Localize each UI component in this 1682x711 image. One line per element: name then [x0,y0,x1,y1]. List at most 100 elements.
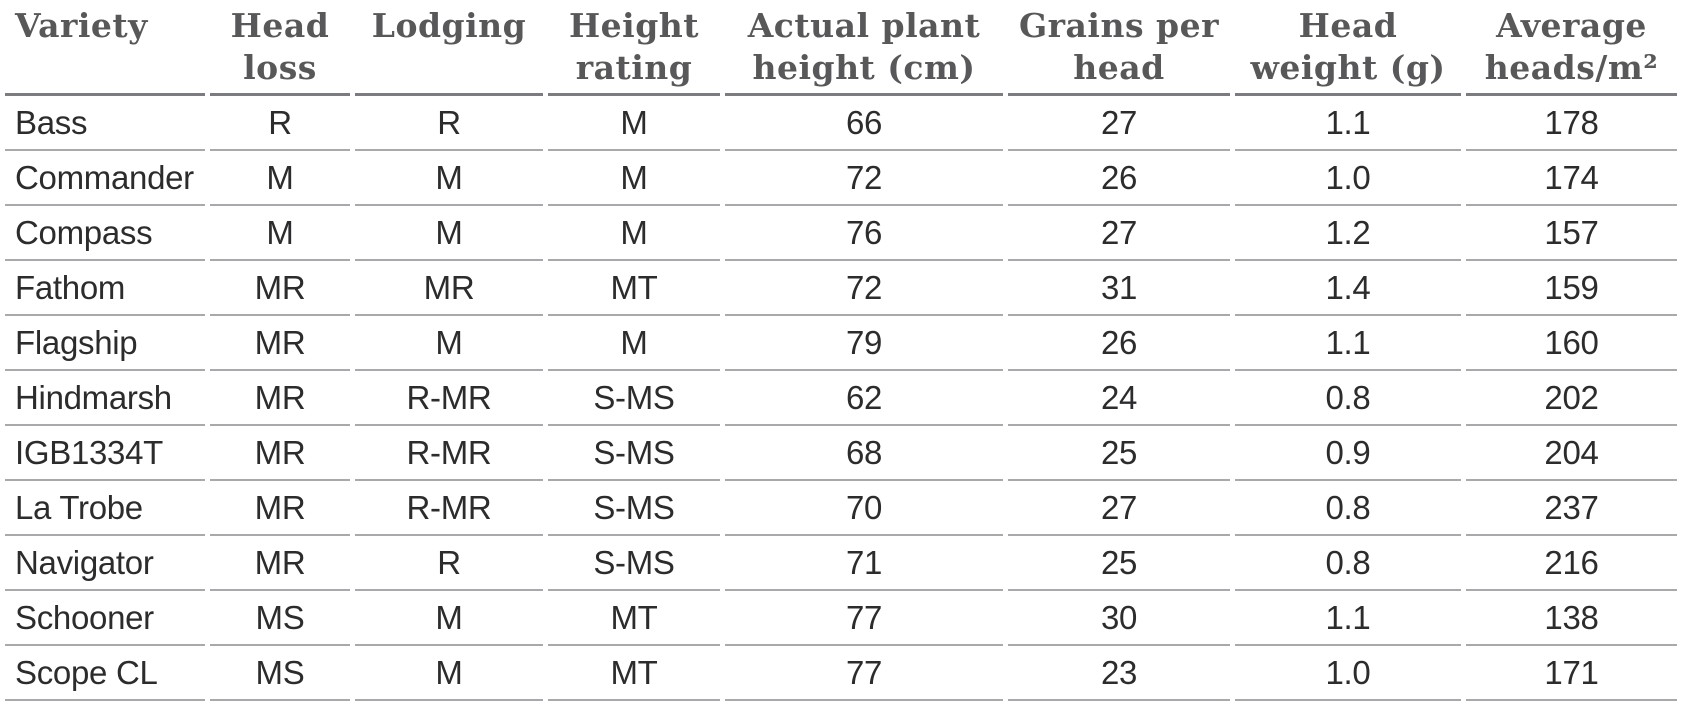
table-row: Scope CL MS M MT 77 23 1.0 171 [5,646,1677,701]
cell-actual-plant-height-cm: 72 [725,151,1003,206]
cell-grains-per-head: 27 [1008,96,1230,151]
cell-head-weight-g: 1.1 [1235,96,1461,151]
cell-average-heads-m2: 138 [1466,591,1677,646]
cell-grains-per-head: 30 [1008,591,1230,646]
cell-height-rating: MT [548,261,720,316]
cell-variety: Schooner [5,591,205,646]
table-row: Commander M M M 72 26 1.0 174 [5,151,1677,206]
cell-variety: Flagship [5,316,205,371]
cell-height-rating: S-MS [548,481,720,536]
cell-variety: Compass [5,206,205,261]
table-row: IGB1334T MR R-MR S-MS 68 25 0.9 204 [5,426,1677,481]
cell-height-rating: M [548,206,720,261]
cell-variety: La Trobe [5,481,205,536]
column-header-variety-line1: Variety [15,6,148,45]
cell-grains-per-head: 27 [1008,206,1230,261]
cell-lodging: R [355,536,543,591]
cell-head-loss: M [210,151,350,206]
cell-actual-plant-height-cm: 70 [725,481,1003,536]
column-header-head-loss-line2: loss [243,48,317,87]
cell-average-heads-m2: 157 [1466,206,1677,261]
cell-lodging: M [355,151,543,206]
cell-head-weight-g: 1.0 [1235,646,1461,701]
cell-head-weight-g: 1.1 [1235,316,1461,371]
column-header-actual-plant-height-cm: Actual plant height (cm) [725,0,1003,96]
cell-head-loss: MR [210,371,350,426]
cell-height-rating: M [548,316,720,371]
cell-variety: Navigator [5,536,205,591]
cell-head-loss: MS [210,646,350,701]
cell-head-weight-g: 0.9 [1235,426,1461,481]
table-body: Bass R R M 66 27 1.1 178 Commander M M M 72 26 1.0 174 C… [5,96,1677,701]
cell-variety: Bass [5,96,205,151]
cell-head-loss: MS [210,591,350,646]
cell-lodging: R-MR [355,426,543,481]
table-row: Compass M M M 76 27 1.2 157 [5,206,1677,261]
cell-average-heads-m2: 160 [1466,316,1677,371]
cell-height-rating: M [548,151,720,206]
column-header-head-weight-g-line2: weight (g) [1250,48,1446,87]
column-header-average-heads-m2-line2: heads/m² [1484,48,1659,87]
column-header-height-rating-line1: Height [568,6,700,45]
cell-height-rating: S-MS [548,371,720,426]
cell-head-loss: MR [210,536,350,591]
cell-variety: Commander [5,151,205,206]
column-header-grains-per-head-line2: head [1073,48,1165,87]
cell-grains-per-head: 26 [1008,316,1230,371]
cell-variety: Hindmarsh [5,371,205,426]
cell-actual-plant-height-cm: 62 [725,371,1003,426]
cell-head-weight-g: 0.8 [1235,536,1461,591]
cell-head-loss: M [210,206,350,261]
cell-lodging: R-MR [355,481,543,536]
cell-grains-per-head: 24 [1008,371,1230,426]
cell-head-loss: MR [210,316,350,371]
table-row: Schooner MS M MT 77 30 1.1 138 [5,591,1677,646]
column-header-actual-plant-height-cm-line2: height (cm) [752,48,976,87]
cell-height-rating: S-MS [548,426,720,481]
cell-actual-plant-height-cm: 79 [725,316,1003,371]
column-header-lodging: Lodging [355,0,543,96]
cell-average-heads-m2: 216 [1466,536,1677,591]
cell-head-weight-g: 1.0 [1235,151,1461,206]
column-header-grains-per-head-line1: Grains per [1018,6,1219,45]
cell-lodging: M [355,206,543,261]
cell-head-loss: MR [210,261,350,316]
cell-head-weight-g: 0.8 [1235,371,1461,426]
column-header-head-weight-g: Head weight (g) [1235,0,1461,96]
column-header-actual-plant-height-cm-line1: Actual plant [747,6,981,45]
cell-variety: Scope CL [5,646,205,701]
cell-average-heads-m2: 171 [1466,646,1677,701]
cell-head-loss: MR [210,426,350,481]
cell-height-rating: MT [548,646,720,701]
cell-head-weight-g: 1.2 [1235,206,1461,261]
cell-head-weight-g: 1.4 [1235,261,1461,316]
cell-actual-plant-height-cm: 68 [725,426,1003,481]
cell-grains-per-head: 25 [1008,536,1230,591]
cell-actual-plant-height-cm: 77 [725,591,1003,646]
cell-grains-per-head: 31 [1008,261,1230,316]
cell-head-weight-g: 1.1 [1235,591,1461,646]
column-header-lodging-line1: Lodging [371,6,527,45]
cell-average-heads-m2: 159 [1466,261,1677,316]
column-header-head-loss-line1: Head [230,6,330,45]
cell-grains-per-head: 27 [1008,481,1230,536]
cell-lodging: M [355,646,543,701]
cell-actual-plant-height-cm: 66 [725,96,1003,151]
column-header-head-loss: Head loss [210,0,350,96]
cell-average-heads-m2: 202 [1466,371,1677,426]
cell-variety: Fathom [5,261,205,316]
table-row: Flagship MR M M 79 26 1.1 160 [5,316,1677,371]
cell-average-heads-m2: 178 [1466,96,1677,151]
column-header-average-heads-m2-line1: Average [1496,6,1647,45]
cell-average-heads-m2: 174 [1466,151,1677,206]
column-header-height-rating-line2: rating [575,48,693,87]
cell-height-rating: M [548,96,720,151]
column-header-head-weight-g-line1: Head [1298,6,1398,45]
table-row: Hindmarsh MR R-MR S-MS 62 24 0.8 202 [5,371,1677,426]
cell-grains-per-head: 26 [1008,151,1230,206]
table-row: La Trobe MR R-MR S-MS 70 27 0.8 237 [5,481,1677,536]
column-header-grains-per-head: Grains per head [1008,0,1230,96]
table-row: Bass R R M 66 27 1.1 178 [5,96,1677,151]
